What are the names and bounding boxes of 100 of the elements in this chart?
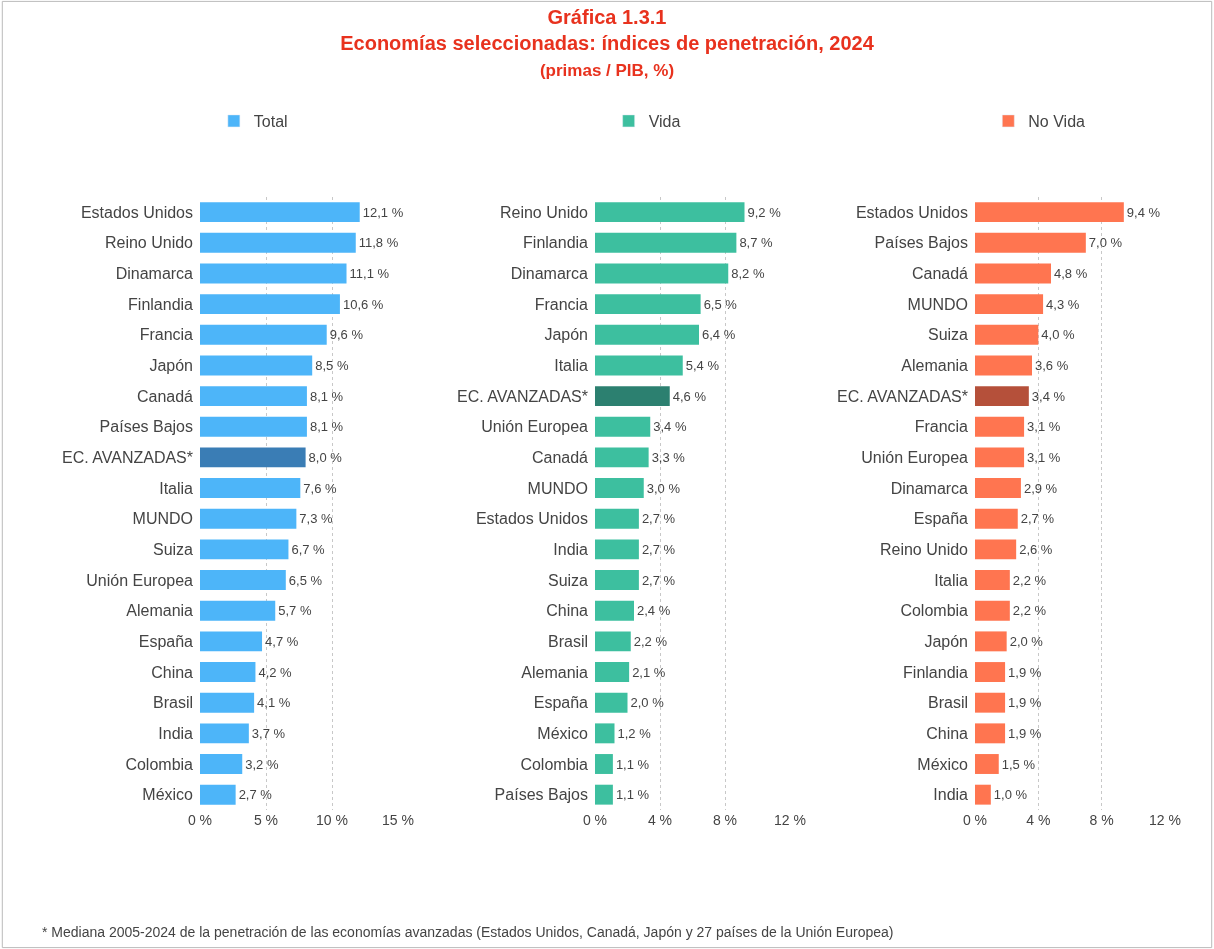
y-tick-label: MUNDO — [132, 510, 193, 528]
y-tick-label: Alemania — [126, 602, 194, 620]
y-tick-label: España — [138, 632, 194, 650]
bar — [975, 416, 1025, 437]
data-label: 7,6 % — [303, 480, 337, 496]
data-label: 3,3 % — [651, 449, 686, 465]
bar — [200, 386, 307, 407]
y-tick-label: Dinamarca — [115, 265, 194, 283]
y-tick-label: MUNDO — [907, 295, 968, 313]
y-tick-label: Alemania — [521, 663, 589, 681]
x-tick-label: 8 % — [712, 812, 738, 828]
chart-subtitle: (primas / PIB, %) — [539, 60, 675, 80]
y-tick-label: Italia — [554, 357, 589, 375]
data-label: 8,0 % — [308, 449, 343, 465]
bar — [595, 324, 699, 345]
bar — [200, 600, 276, 621]
bar — [975, 600, 1010, 621]
x-tick-label: 0 % — [187, 812, 213, 828]
y-tick-label: Estados Unidos — [855, 203, 968, 221]
y-tick-label: Unión Europea — [861, 449, 969, 467]
bar — [975, 570, 1010, 591]
data-label: 3,7 % — [251, 725, 286, 741]
data-label: 8,1 % — [309, 388, 344, 404]
y-tick-label: China — [926, 724, 969, 742]
data-label: 10,6 % — [342, 296, 384, 312]
data-label: 2,2 % — [1012, 572, 1047, 588]
data-label: 4,0 % — [1041, 327, 1076, 343]
bar — [975, 692, 1006, 713]
y-tick-label: Canadá — [531, 449, 589, 467]
x-tick-label: 5 % — [253, 812, 279, 828]
data-label: 3,1 % — [1027, 419, 1061, 435]
bar — [975, 355, 1032, 376]
y-tick-label: Suiza — [927, 326, 969, 344]
y-tick-label: Japón — [544, 326, 588, 344]
bar — [200, 754, 243, 774]
x-tick-label: 0 % — [582, 812, 608, 828]
y-tick-label: Suiza — [152, 540, 194, 558]
bar — [595, 386, 670, 407]
bar — [975, 447, 1025, 468]
y-tick-label: EC. AVANZADAS* — [62, 449, 193, 467]
data-label: 5,4 % — [685, 357, 720, 373]
data-label: 3,2 % — [245, 756, 279, 772]
bar — [975, 539, 1017, 560]
bar — [200, 416, 307, 437]
data-label: 1,9 % — [1008, 664, 1042, 680]
x-tick-label: 12 % — [774, 812, 806, 828]
data-label: 2,7 % — [641, 511, 676, 527]
y-tick-label: Finlandia — [128, 295, 194, 313]
y-tick-label: Reino Unido — [104, 234, 194, 252]
bar — [975, 202, 1124, 223]
bar — [200, 478, 301, 499]
data-label: 8,5 % — [315, 357, 349, 373]
x-tick-label: 15 % — [382, 812, 414, 828]
y-tick-label: Países Bajos — [494, 786, 588, 804]
data-label: 5,7 % — [278, 603, 312, 619]
data-label: 1,1 % — [615, 756, 650, 772]
legend-label: No Vida — [1028, 113, 1086, 131]
y-tick-label: Italia — [159, 479, 194, 497]
bar — [975, 662, 1006, 682]
data-label: 2,6 % — [1019, 541, 1053, 557]
y-tick-label: Japón — [149, 357, 193, 375]
data-label: 6,5 % — [288, 572, 323, 588]
bar — [200, 324, 327, 345]
y-tick-label: Brasil — [152, 694, 193, 712]
y-tick-label: India — [158, 724, 194, 742]
bar — [975, 754, 999, 774]
chart-title: Gráfica 1.3.1 Economías seleccionadas: índices de penetración, 2024 — [340, 5, 875, 54]
y-tick-label: Colombia — [520, 755, 589, 773]
bar — [200, 263, 347, 284]
data-label: 2,0 % — [630, 695, 665, 711]
y-tick-label: Brasil — [547, 632, 588, 650]
bar — [595, 600, 634, 621]
bar — [595, 539, 639, 560]
y-tick-label: México — [917, 755, 969, 773]
bar — [975, 294, 1044, 315]
data-label: 6,5 % — [703, 296, 738, 312]
bar — [975, 386, 1029, 407]
data-label: 8,2 % — [731, 265, 765, 281]
y-tick-label: Brasil — [927, 694, 968, 712]
y-tick-label: España — [913, 510, 969, 528]
data-label: 7,0 % — [1088, 235, 1123, 251]
y-tick-label: Colombia — [125, 755, 194, 773]
y-tick-label: Unión Europea — [481, 418, 589, 436]
bar — [200, 202, 360, 223]
bar — [200, 355, 313, 376]
bar — [595, 263, 729, 284]
data-label: 11,8 % — [358, 235, 399, 251]
y-tick-label: Alemania — [901, 357, 969, 375]
data-label: 1,1 % — [615, 787, 650, 803]
bar — [595, 631, 631, 652]
y-tick-label: Francia — [139, 326, 194, 344]
data-label: 9,4 % — [1126, 204, 1161, 220]
x-tick-label: 0 % — [962, 812, 988, 828]
bar — [595, 723, 615, 744]
bar — [595, 478, 644, 499]
data-label: 9,6 % — [329, 327, 364, 343]
y-tick-label: Canadá — [911, 265, 969, 283]
data-label: 6,4 % — [702, 327, 736, 343]
bar — [975, 263, 1051, 284]
bar — [595, 662, 630, 682]
